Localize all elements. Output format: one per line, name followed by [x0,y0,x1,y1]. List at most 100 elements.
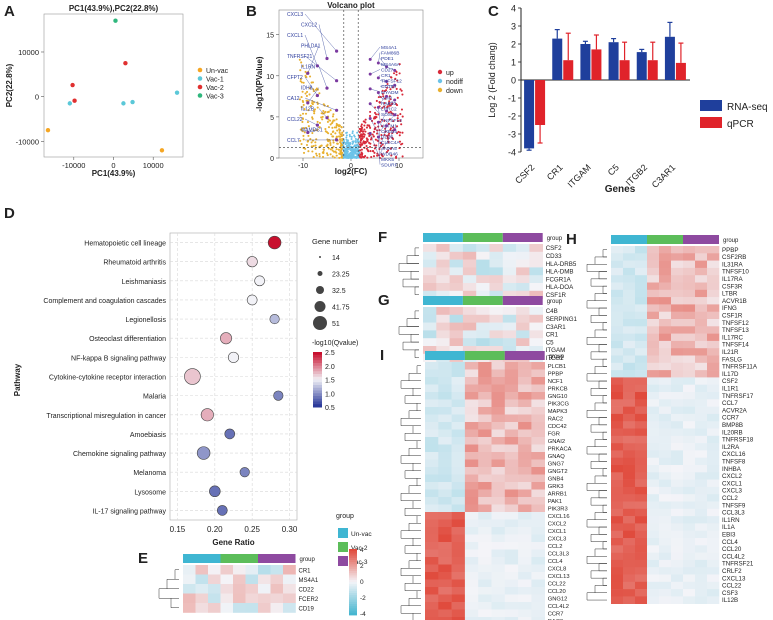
heatmap-e-group-label: group [300,557,316,563]
heatmap-h-cell [611,297,624,305]
heatmap-h-cell [707,267,720,276]
heatmap-h-cell [611,450,624,458]
heatmap-h-cell [671,319,684,327]
heatmap-h-cell [695,326,708,334]
volcano-point-up [375,113,378,116]
volcano-point-down [332,150,336,153]
volcano-x-label: log2(FC) [335,167,368,176]
heatmap-h-gene-label: CSF2 [722,378,738,385]
bubble-point [184,368,201,385]
heatmap-i-cell [531,467,545,475]
heatmap-e-cell [245,603,259,613]
volcano-point-down [304,126,307,129]
heatmap-h-cell [683,428,696,437]
heatmap-g-dendrogram [402,341,419,351]
heatmap-h-dendrogram [594,402,607,411]
bubble-y-label: Pathway [13,363,22,396]
volcano-gene-label: CLEC4A [381,140,400,146]
volcano-point-up [374,138,377,141]
volcano-point-up [389,76,393,79]
heatmap-i-cell [504,467,519,475]
heatmap-i-dendrogram [400,493,421,501]
volcano-point-up [386,106,389,109]
heatmap-i-dendrogram [416,440,421,449]
bar-rna-seq-itgb2 [636,52,647,80]
heatmap-i-cell [425,384,439,393]
heatmap-h-dendrogram [590,570,607,579]
heatmap-h-cell [683,589,696,597]
pathway-label: Leishmaniasis [122,279,167,286]
heatmap-h-cell [659,435,672,444]
heatmap-h-gene-label: LTBR [722,291,738,298]
heat-scale-segment [349,612,357,616]
heatmap-i-dendrogram [412,538,421,546]
volcano-point-up [376,154,379,157]
heatmap-e-cell [195,584,209,594]
heatmap-h-cell [635,319,648,327]
heatmap-h-cell [707,574,720,583]
heatmap-h-gene-label: TNFRSF18 [722,437,754,444]
heatmap-i-cell [478,444,492,453]
volcano-point-down [320,112,323,115]
heatmap-h-cell [647,450,660,458]
heatmap-h-cell [659,377,672,385]
volcano-gene-label: PHLDA1 [301,44,321,50]
heatmap-h-cell [659,289,672,298]
heatmap-h-cell [611,545,624,553]
heatmap-i-cell [464,602,479,610]
volcano-label-line [379,125,387,148]
pathway-label: Melanoma [133,470,166,477]
heatmap-i-cell [531,489,545,498]
heatmap-h-cell [611,392,624,400]
heatmap-h-dendrogram [586,264,607,272]
pca-point-vac-1 [121,101,126,106]
heatmap-h-dendrogram [594,475,607,484]
heatmap-h-cell [707,545,720,553]
volcano-point-down [332,139,335,142]
heatmap-h-cell [659,479,672,488]
volcano-point-down [307,125,310,128]
volcano-point-up [395,125,399,128]
volcano-highlight-point [325,56,329,61]
heatmap-i-cell [464,489,479,498]
volcano-point-down [321,155,325,158]
volcano-point-down [331,149,334,152]
heatmap-i-cell [464,504,479,513]
pca-legend-label: Vac-3 [206,94,224,101]
heatmap-i-cell [425,579,439,588]
volcano-point-down [311,116,314,119]
heatmap-i-cell [518,369,532,378]
heatmap-h-group-bar [611,235,647,244]
heat-scale-label: 0 [360,579,364,586]
heatmap-i-cell [478,497,492,505]
volcano-point-down [307,150,310,153]
heatmap-f-cell [529,275,543,284]
volcano-highlight-point [368,117,372,121]
heatmap-i-cell [518,579,532,588]
heatmap-h-cell [623,443,636,451]
heatmap-f-cell [502,275,517,284]
heat-scale-segment [349,573,357,576]
heatmap-e-gene-label: CR1 [299,569,312,575]
heatmap-h-gene-label: IL12B [722,597,738,604]
heatmap-h-cell [659,333,672,342]
heatmap-f-cell [516,275,530,284]
heatmap-i-cell [504,504,519,513]
heatmap-h-cell [659,465,672,473]
heatmap-f-cell [489,275,504,284]
heatmap-h-cell [671,392,684,400]
heatmap-e-cell [220,574,234,585]
volcano-point-up [362,140,365,143]
volcano-point-up [381,89,384,92]
volcano-point-up [368,134,371,138]
volcano-point-up [374,117,377,120]
heat-scale-segment [349,608,357,611]
volcano-point-up [396,96,399,99]
heatmap-h-dendrogram [598,417,607,426]
volcano-point-up [399,88,402,91]
heatmap-h-cell [611,333,624,342]
volcano-point-down [305,94,308,98]
heatmap-g-gene-label: ITGB2 [546,355,564,362]
heatmap-g-gene-label: CR1 [546,332,559,339]
heatmap-h-cell [647,326,660,334]
